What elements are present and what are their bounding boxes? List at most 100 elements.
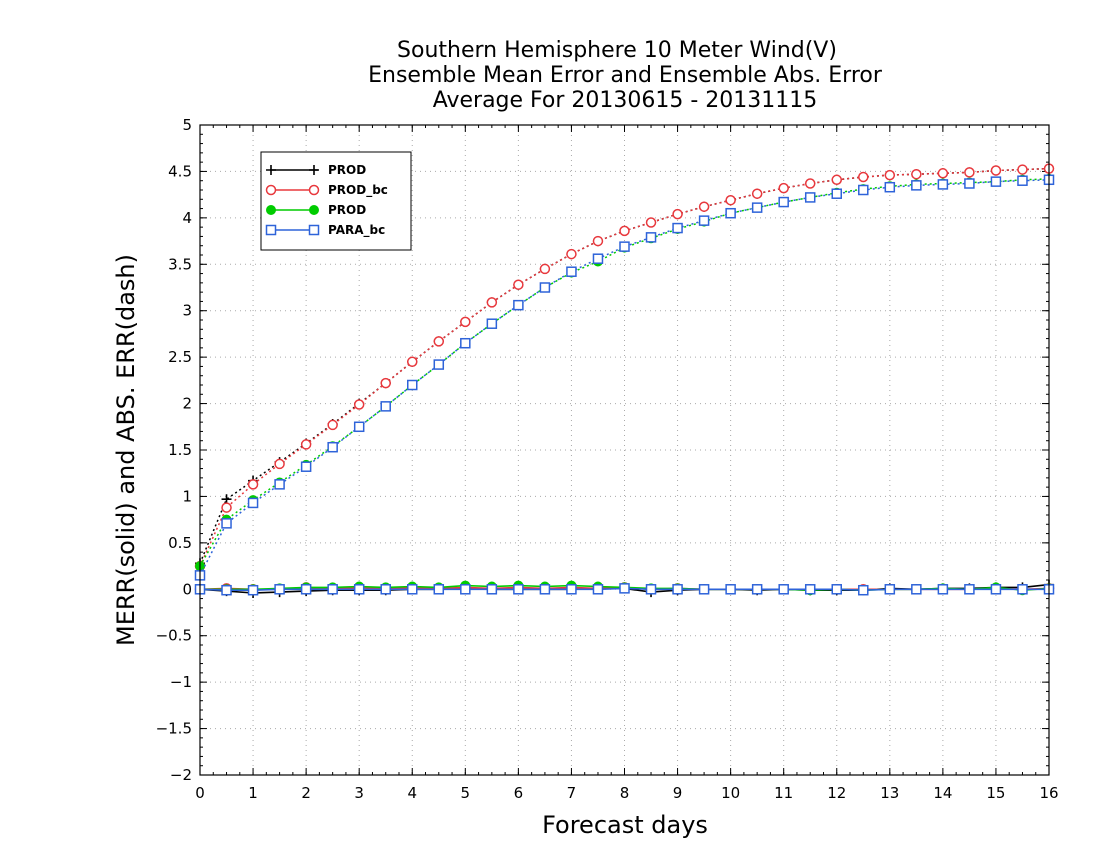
abs-error-point [645,217,657,228]
legend-marker-start [265,224,277,236]
legend-entry: PROD [266,163,366,177]
abs-error-point [460,337,471,349]
legend-marker-start [266,205,276,215]
data-series [194,163,1055,598]
mean-error-point [327,584,338,595]
mean-error-point [990,584,1002,595]
x-tick-label: 11 [774,784,793,802]
abs-error-point [513,299,524,311]
mean-error-point [672,584,683,595]
abs-error-point [407,379,418,391]
abs-error-point [433,359,445,370]
chart-title-line-2: Ensemble Mean Error and Ensemble Abs. Er… [368,63,883,88]
abs-error-point [751,188,763,199]
abs-error-point [221,502,232,513]
abs-error-point [698,215,710,226]
x-tick-label: 14 [933,784,952,802]
abs-error-line [199,179,1050,576]
abs-error-point [247,479,259,490]
abs-error-point [990,165,1002,176]
y-tick-label: 2 [182,395,192,413]
legend-marker-end [309,205,319,215]
x-tick-label: 4 [407,784,417,802]
x-tick-label: 7 [567,784,577,802]
abs-error-point [725,207,736,219]
y-tick-label: 3.5 [168,255,192,273]
legend-box [260,151,412,251]
abs-error-point [831,174,842,186]
y-tick-label: 0.5 [168,534,192,552]
mean-error-point [831,584,842,595]
abs-error-point [831,188,842,199]
grid-lines [200,125,1049,775]
mean-error-point [539,584,551,595]
mean-error-point [274,584,285,595]
mean-error-point [911,584,922,595]
mean-error-point [804,584,816,595]
x-tick-label: 10 [721,784,740,802]
abs-error-point [353,399,365,410]
abs-error-point [539,282,551,293]
mean-error-point [1017,584,1028,595]
abs-error-point [353,421,365,433]
abs-error-point [247,497,259,509]
legend-label: PARA_bc [328,223,385,238]
chart-title-line-3: Average For 20130615 - 20131115 [433,88,818,113]
abs-error-point [858,184,869,196]
abs-error-point [221,518,232,529]
mean-error-point [937,584,949,595]
mean-error-point [619,583,630,594]
x-axis-label: Forecast days [542,811,708,839]
y-tick-label: −2 [170,766,192,784]
abs-error-point [380,401,391,412]
x-tick-label: 5 [461,784,471,802]
mean-error-point [460,584,471,595]
mean-error-point [566,584,577,595]
abs-error-point [566,248,577,260]
y-tick-label: 1 [182,487,192,505]
mean-error-point [751,584,763,595]
y-tick-label: −1 [170,673,192,691]
x-tick-label: 16 [1039,784,1058,802]
abs-error-point [407,356,418,368]
x-tick-label: 8 [620,784,630,802]
mean-error-point [486,584,498,595]
chart-title: Southern Hemisphere 10 Meter Wind(V) Ens… [368,38,883,113]
abs-error-point [884,169,896,181]
mean-error-point [353,584,365,595]
x-tick-label: 2 [301,784,311,802]
y-tick-label: 4.5 [168,162,192,180]
abs-error-point [725,194,736,206]
legend: PROD PROD_bc PROD PARA_bc [260,151,412,251]
abs-error-point [804,178,816,189]
abs-error-point [619,225,630,237]
mean-error-point [858,584,869,596]
mean-error-point [300,584,312,595]
abs-error-point [327,441,338,453]
abs-error-point [300,461,312,472]
x-tick-label: 12 [827,784,846,802]
y-tick-label: 3 [182,302,192,320]
y-tick-label: −0.5 [156,627,192,645]
axis-ticks: −2−1.5−1−0.500.511.522.533.544.550 1 2 3 4 5 6… [156,116,1059,802]
mean-error-point [778,584,789,595]
legend-marker-end [308,184,320,196]
abs-error-point [751,202,763,213]
mean-error-point [592,584,604,595]
mean-error-point [407,584,418,595]
legend-entry: PROD [266,203,366,217]
abs-error-point [433,336,445,347]
plot-frame [199,124,1050,776]
x-tick-label: 9 [673,784,683,802]
abs-error-point [327,419,338,431]
legend-label: PROD_bc [328,183,388,198]
y-tick-label: 0 [182,580,192,598]
abs-error-point [964,178,975,189]
abs-error-point [937,179,949,190]
x-tick-label: 1 [248,784,258,802]
chart-title-line-1: Southern Hemisphere 10 Meter Wind(V) [397,38,837,63]
abs-error-point [274,479,285,490]
mean-error-point [725,584,736,595]
abs-error-point [539,263,551,275]
abs-error-point [274,458,285,470]
